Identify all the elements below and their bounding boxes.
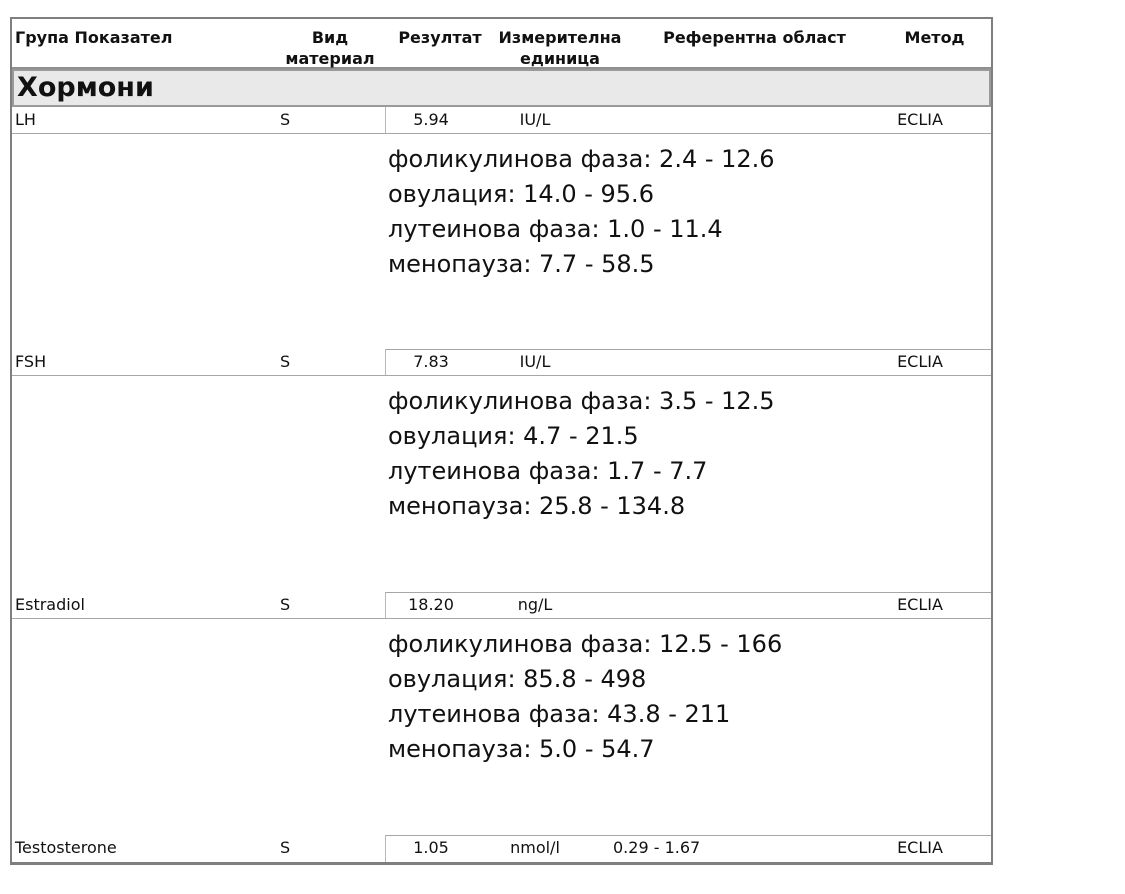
indicator-value: Estradiol	[15, 595, 85, 614]
reference-line: фоликулинова фаза: 12.5 - 166	[388, 630, 783, 658]
reference-line: менопауза: 25.8 - 134.8	[388, 492, 686, 520]
header-unit-line1: Измерителна	[498, 28, 622, 47]
reference-line: менопауза: 5.0 - 54.7	[388, 735, 655, 763]
header-reference: Референтна област	[663, 28, 846, 47]
unit-value: ng/L	[517, 595, 553, 614]
reference-range-block-fsh: фоликулинова фаза: 3.5 - 12.5 овулация: …	[12, 376, 991, 592]
reference-line: лутеинова фаза: 1.7 - 7.7	[388, 457, 708, 485]
reference-range-block-lh: фоликулинова фаза: 2.4 - 12.6 овулация: …	[12, 134, 991, 349]
material-value: S	[280, 838, 291, 857]
header-result: Резултат	[398, 28, 482, 47]
result-value: 5.94	[413, 110, 449, 129]
reference-line: фоликулинова фаза: 3.5 - 12.5	[388, 387, 775, 415]
table-row-testosterone: Testosterone S 1.05 nmol/l 0.29 - 1.67 E…	[12, 835, 991, 862]
reference-inline-value: 0.29 - 1.67	[613, 838, 701, 857]
result-value: 1.05	[413, 838, 449, 857]
header-unit-line2: единица	[520, 49, 600, 68]
column-separator	[385, 107, 386, 133]
method-value: ECLIA	[897, 352, 943, 371]
result-value: 18.20	[408, 595, 454, 614]
header-material-line2: материал	[285, 49, 375, 68]
header-unit: Измерителна единица	[490, 27, 630, 69]
unit-value: IU/L	[519, 352, 551, 371]
material-value: S	[280, 110, 291, 129]
material-value: S	[280, 352, 291, 371]
partial-top-line	[385, 349, 991, 350]
reference-line: лутеинова фаза: 1.0 - 11.4	[388, 215, 723, 243]
reference-range-block-estradiol: фоликулинова фаза: 12.5 - 166 овулация: …	[12, 619, 991, 835]
partial-top-line	[385, 592, 991, 593]
header-indicator: Показател	[74, 28, 173, 47]
reference-line: овулация: 85.8 - 498	[388, 665, 647, 693]
column-separator	[385, 592, 386, 618]
results-table: Група Показател Вид материал Резултат Из…	[10, 17, 993, 865]
unit-value: IU/L	[519, 110, 551, 129]
partial-top-line	[385, 835, 991, 836]
column-separator	[385, 349, 386, 375]
result-value: 7.83	[413, 352, 449, 371]
method-value: ECLIA	[897, 838, 943, 857]
material-value: S	[280, 595, 291, 614]
indicator-value: LH	[15, 110, 36, 129]
table-row-fsh: FSH S 7.83 IU/L ECLIA	[12, 349, 991, 376]
table-row-lh: LH S 5.94 IU/L ECLIA	[12, 107, 991, 134]
reference-line: менопауза: 7.7 - 58.5	[388, 250, 655, 278]
header-group: Група	[15, 28, 69, 47]
header-method: Метод	[904, 28, 965, 47]
column-separator	[385, 835, 386, 862]
table-row-estradiol: Estradiol S 18.20 ng/L ECLIA	[12, 592, 991, 619]
unit-value: nmol/l	[510, 838, 560, 857]
indicator-value: FSH	[15, 352, 47, 371]
method-value: ECLIA	[897, 595, 943, 614]
header-material: Вид материал	[270, 27, 390, 69]
reference-line: фоликулинова фаза: 2.4 - 12.6	[388, 145, 775, 173]
header-group-indicator: Група Показател	[15, 27, 173, 48]
indicator-value: Testosterone	[15, 838, 117, 857]
reference-line: овулация: 14.0 - 95.6	[388, 180, 654, 208]
header-material-line1: Вид	[311, 28, 349, 47]
reference-line: лутеинова фаза: 43.8 - 211	[388, 700, 731, 728]
method-value: ECLIA	[897, 110, 943, 129]
section-title-hormones: Хормони	[12, 69, 991, 107]
table-header-row: Група Показател Вид материал Резултат Из…	[12, 19, 991, 69]
reference-line: овулация: 4.7 - 21.5	[388, 422, 639, 450]
